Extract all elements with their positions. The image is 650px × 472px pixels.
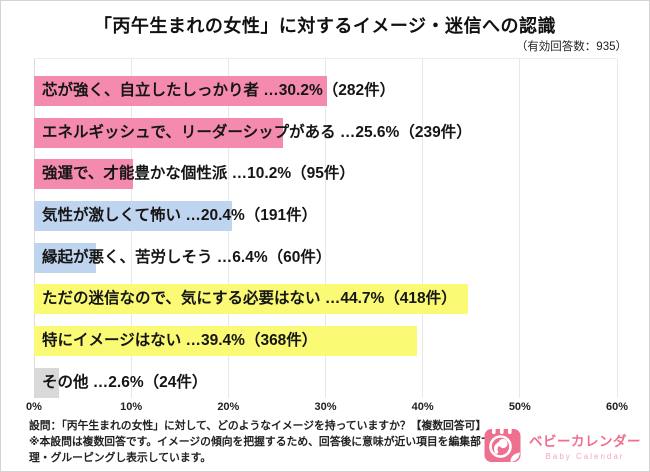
x-axis: 0% 10% 20% 30% 40% 50% 60% <box>26 401 628 415</box>
gridline <box>325 59 326 398</box>
x-tick-label: 60% <box>605 401 629 413</box>
bar <box>34 117 283 148</box>
bar-row: 縁起が悪く、苦労しそう …6.4%（60件） <box>34 242 617 273</box>
x-tick-label: 40% <box>411 401 434 413</box>
logo-name-en: Baby Calendar <box>545 451 625 461</box>
bar-row: その他 …2.6%（24件） <box>34 367 617 398</box>
bar <box>34 284 469 315</box>
bar <box>34 367 60 398</box>
bar <box>34 76 328 106</box>
x-tick-label: 20% <box>217 401 240 413</box>
footnote: 設問：「丙午生まれの女性」に対して、どのようなイメージを持っていますか？【複数回… <box>29 419 521 466</box>
x-tick-label: 30% <box>314 401 337 413</box>
chart-title: 「丙午生まれの女性」に対するイメージ・迷信への認識 <box>93 16 557 36</box>
gridline <box>616 59 618 398</box>
x-tick-label: 0% <box>26 401 42 413</box>
bar-caption: エネルギッシュで、リーダーシップがある …25.6%（239件） <box>42 123 472 141</box>
bar-rows: 芯が強く、自立したしっかり者 …30.2%（282件） エネルギッシュで、リーダ… <box>34 76 617 398</box>
baby-calendar-logo: ベビーカレンダー Baby Calendar <box>483 425 641 465</box>
gridline <box>519 59 521 398</box>
logo-name-jp: ベビーカレンダー <box>529 433 641 449</box>
bar <box>34 201 233 232</box>
footnote-question: 設問：「丙午生まれの女性」に対して、どのようなイメージを持っていますか？【複数回… <box>29 420 487 432</box>
baby-calendar-icon <box>484 427 521 462</box>
bar-caption: 芯が強く、自立したしっかり者 …30.2%（282件） <box>42 82 396 99</box>
bar-row: 芯が強く、自立したしっかり者 …30.2%（282件） <box>34 76 617 106</box>
bar-caption: 強運で、才能豊かな個性派 …10.2%（95件） <box>42 165 355 183</box>
plot-area: 芯が強く、自立したしっかり者 …30.2%（282件） エネルギッシュで、リーダ… <box>33 58 618 398</box>
bar-caption: 縁起が悪く、苦労しそう …6.4%（60件） <box>42 248 332 266</box>
bar-caption: 気性が激しくて怖い …20.4%（191件） <box>42 207 318 225</box>
bar-row: 強運で、才能豊かな個性派 …10.2%（95件） <box>34 159 617 190</box>
bar-caption: 特にイメージはない …39.4%（368件） <box>42 332 318 350</box>
bar <box>34 159 134 190</box>
bar-row: エネルギッシュで、リーダーシップがある …25.6%（239件） <box>34 117 617 148</box>
bar <box>34 326 417 357</box>
bar-caption: ただの迷信なので、気にする必要はない …44.7%（418件） <box>42 290 457 308</box>
bar <box>34 242 97 273</box>
valid-responses-note: （有効回答数：935） <box>515 41 627 53</box>
logo-wordmark: ベビーカレンダー Baby Calendar <box>529 430 641 461</box>
bar-row: ただの迷信なので、気にする必要はない …44.7%（418件） <box>34 284 617 315</box>
bar-caption: その他 …2.6%（24件） <box>42 373 208 391</box>
x-tick-label: 10% <box>120 401 143 413</box>
gridline <box>422 59 424 398</box>
bar-row: 気性が激しくて怖い …20.4%（191件） <box>34 201 617 232</box>
footnote-grouping-note: ※本設問は複数回答です。イメージの傾向を把握するため、回答後に意味が近い項目を編… <box>29 435 503 464</box>
x-tick-label: 50% <box>508 401 531 413</box>
bar-row: 特にイメージはない …39.4%（368件） <box>34 326 617 357</box>
